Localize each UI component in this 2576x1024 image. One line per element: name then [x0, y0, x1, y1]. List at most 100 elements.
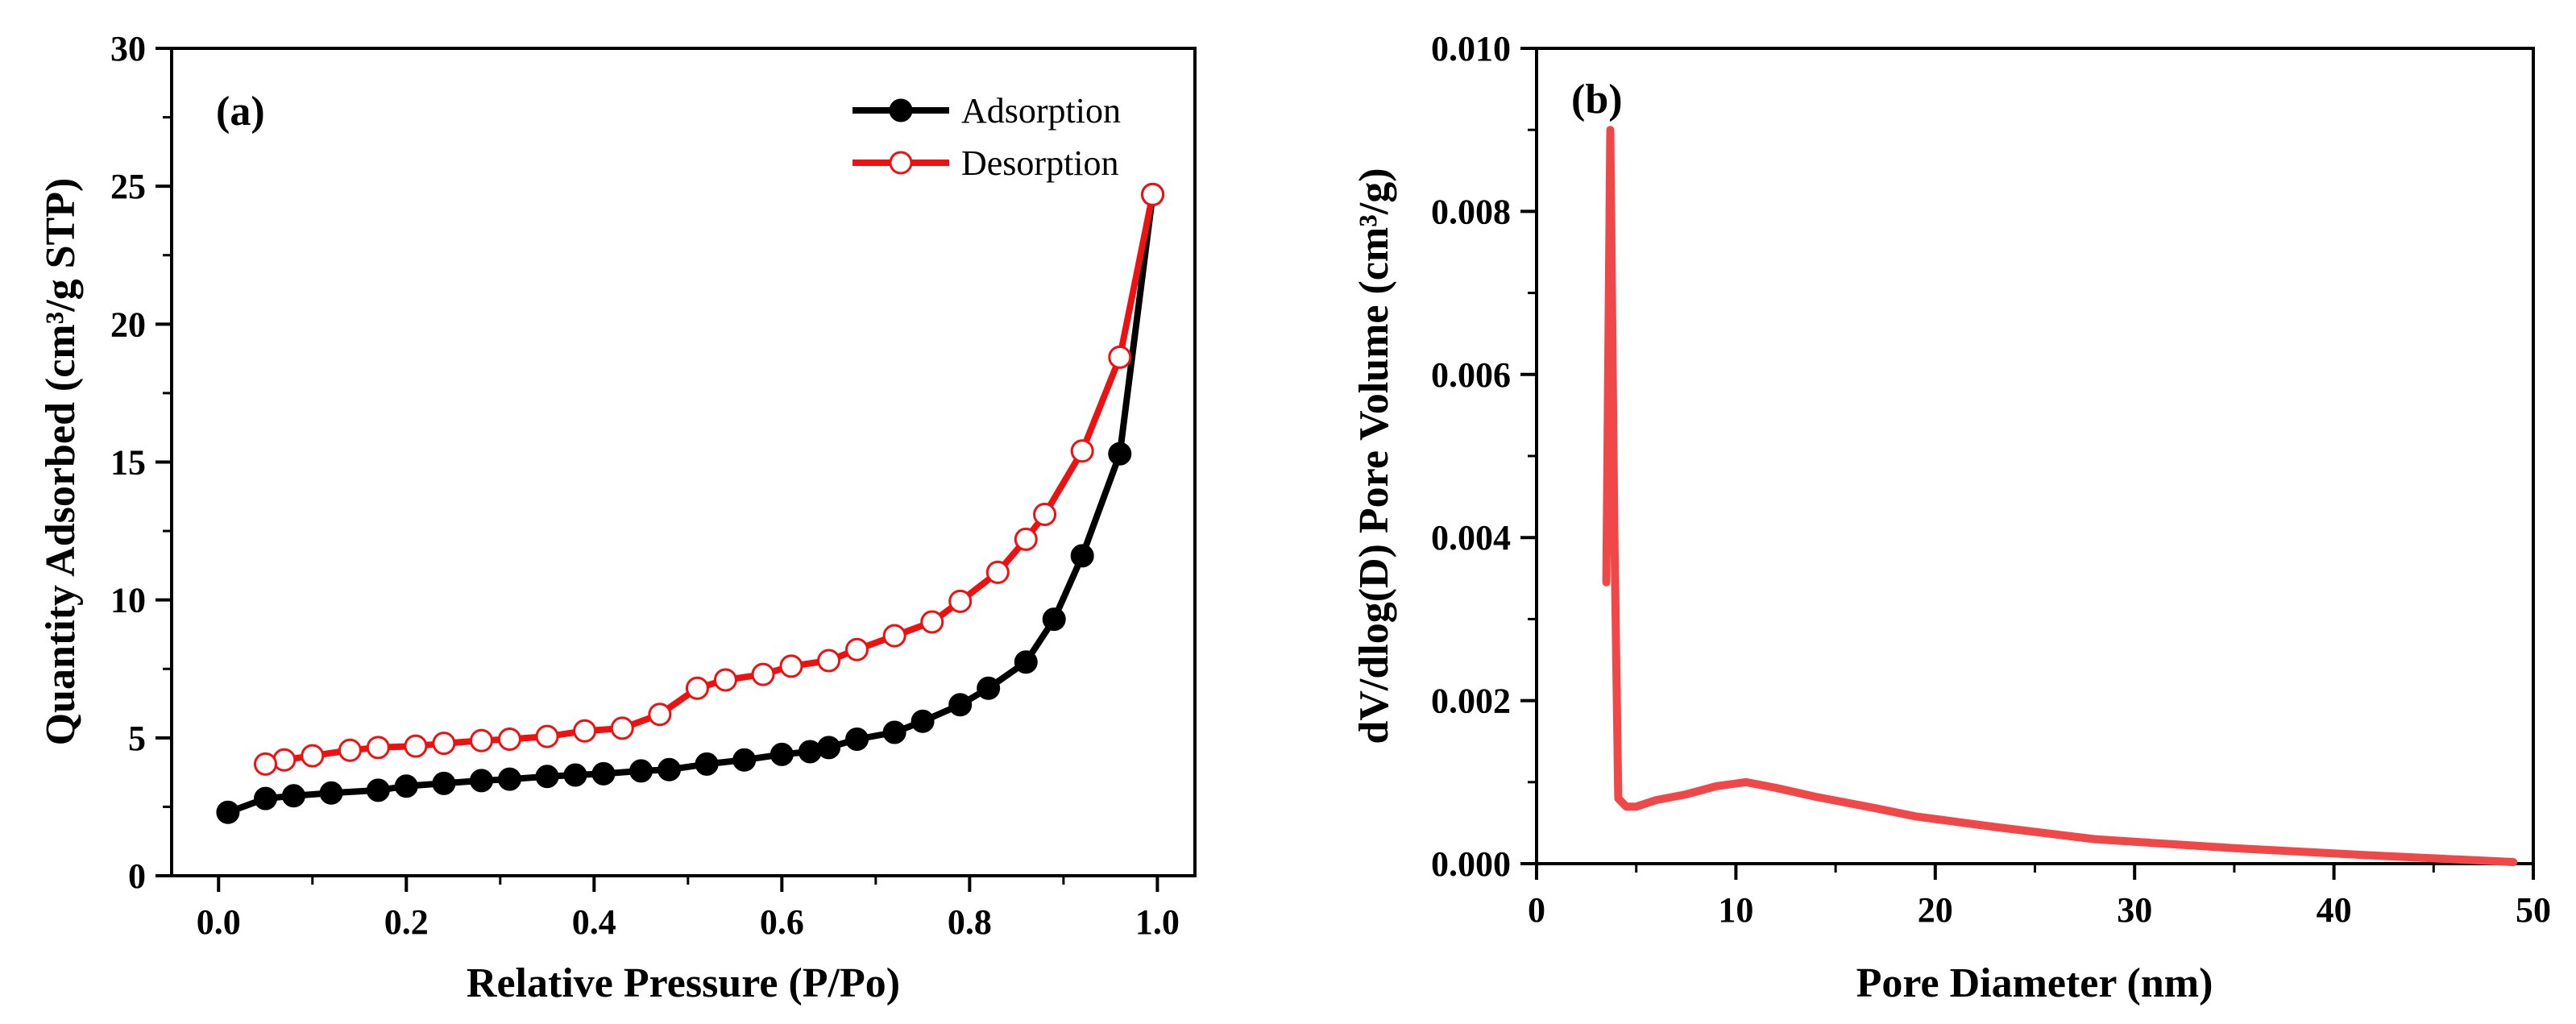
x-tick-label-b: 10 — [1718, 890, 1753, 930]
data-point-adsorption — [366, 778, 390, 802]
y-tick-label-a: 15 — [110, 443, 146, 483]
data-point-desorption — [1070, 439, 1094, 463]
data-point-desorption — [1141, 182, 1165, 206]
data-point-desorption — [404, 734, 428, 758]
data-point-desorption — [779, 654, 803, 678]
x-tick-label-a: 0.0 — [197, 902, 241, 942]
panel-a-adsorption-isotherm: 0.0 0.2 0.4 0.6 0.8 1.0 0 5 10 15 20 25 30 (a) Relat… — [38, 29, 1197, 1006]
y-axis-title-a: Quantity Adsorbed (cm³/g STP) — [38, 178, 84, 746]
y-tick-label-a: 10 — [110, 581, 146, 620]
x-tick-label-b: 30 — [2117, 890, 2152, 930]
x-axis-title-b: Pore Diameter (nm) — [1856, 960, 2213, 1006]
y-tick-label-a: 5 — [128, 719, 146, 758]
panel-label-a: (a) — [216, 89, 265, 135]
x-tick-label-a: 0.2 — [384, 902, 429, 942]
data-point-adsorption — [254, 786, 278, 810]
x-axis-title-a: Relative Pressure (P/Po) — [467, 960, 900, 1006]
axis-ticks-b: 0 10 20 30 40 50 0.000 0.002 0.004 0.006 0.008 0.01… — [1431, 29, 2551, 930]
data-point-adsorption — [1014, 650, 1038, 674]
data-point-adsorption — [281, 784, 305, 808]
data-point-desorption — [751, 662, 775, 686]
x-tick-label-a: 0.6 — [760, 902, 804, 942]
data-point-adsorption — [769, 742, 794, 766]
data-point-desorption — [985, 560, 1010, 584]
y-tick-label-a: 0 — [128, 856, 146, 896]
x-tick-label-a: 1.0 — [1135, 902, 1180, 942]
y-axis-title-b: dV/dlog(D) Pore Volume (cm³/g) — [1351, 168, 1397, 744]
x-tick-label-b: 0 — [1528, 890, 1545, 930]
data-point-desorption — [497, 728, 521, 752]
data-point-desorption — [366, 736, 390, 760]
data-point-adsorption — [497, 767, 521, 791]
data-point-desorption — [882, 624, 906, 648]
data-point-adsorption — [845, 728, 869, 752]
data-series-b — [1602, 126, 2518, 866]
data-point-desorption — [1108, 345, 1132, 369]
data-point-desorption — [648, 703, 672, 727]
data-point-adsorption — [1108, 442, 1132, 466]
data-point-adsorption — [629, 759, 653, 783]
data-point-adsorption — [432, 771, 456, 795]
data-point-desorption — [254, 752, 278, 776]
y-tick-label-a: 30 — [110, 29, 146, 68]
panel-b-pore-size-distribution: 0 10 20 30 40 50 0.000 0.002 0.004 0.006 0.008 0.01… — [1351, 29, 2551, 1006]
x-tick-label-b: 50 — [2516, 890, 2551, 930]
legend-label-desorption: Desorption — [961, 143, 1119, 183]
data-point-desorption — [573, 719, 597, 743]
data-point-desorption — [301, 744, 325, 768]
data-point-adsorption — [977, 676, 1001, 700]
series-line-pore-size-distribution — [1602, 126, 2518, 866]
x-tick-label-a: 0.4 — [572, 902, 616, 942]
data-point-adsorption — [469, 769, 493, 793]
data-point-adsorption — [882, 720, 906, 744]
data-point-adsorption — [948, 693, 973, 717]
data-point-desorption — [432, 732, 456, 756]
data-point-desorption — [948, 589, 973, 613]
data-point-desorption — [272, 748, 297, 772]
data-point-desorption — [817, 649, 841, 673]
data-point-adsorption — [319, 781, 343, 805]
data-point-adsorption — [394, 774, 418, 798]
x-tick-label-b: 20 — [1918, 890, 1953, 930]
y-tick-label-b: 0.004 — [1431, 518, 1511, 558]
legend-symbol-desorption — [852, 151, 949, 175]
y-tick-label-b: 0.006 — [1431, 355, 1511, 395]
plot-frame-b — [1535, 47, 2535, 865]
data-point-adsorption — [1042, 607, 1066, 632]
data-point-desorption — [713, 668, 737, 692]
data-point-desorption — [1033, 503, 1057, 527]
x-tick-label-b: 40 — [2317, 890, 2352, 930]
data-point-adsorption — [216, 800, 240, 824]
y-tick-label-a: 20 — [110, 305, 146, 344]
series-line-desorption — [262, 191, 1156, 768]
data-point-desorption — [610, 716, 634, 740]
data-point-adsorption — [695, 752, 719, 776]
data-point-adsorption — [563, 763, 587, 787]
legend-symbol-adsorption — [852, 98, 949, 122]
panel-label-b: (b) — [1571, 77, 1623, 122]
data-series-a — [216, 182, 1165, 824]
y-tick-label-b: 0.008 — [1431, 192, 1511, 231]
legend-marker-desorption — [889, 151, 913, 175]
data-point-desorption — [685, 676, 709, 700]
data-point-adsorption — [911, 709, 935, 733]
legend-marker-adsorption — [889, 98, 913, 122]
data-point-adsorption — [1070, 544, 1094, 568]
data-point-adsorption — [817, 736, 841, 760]
series-line-adsorption — [224, 191, 1156, 816]
data-point-adsorption — [798, 740, 822, 764]
y-tick-label-b: 0.002 — [1431, 682, 1511, 721]
y-tick-label-b: 0.000 — [1431, 844, 1511, 884]
data-point-desorption — [920, 610, 944, 634]
y-tick-label-b: 0.010 — [1431, 29, 1511, 68]
legend-label-adsorption: Adsorption — [961, 91, 1121, 131]
data-point-desorption — [535, 724, 559, 748]
data-point-desorption — [469, 728, 493, 752]
data-point-adsorption — [591, 761, 616, 786]
data-point-desorption — [845, 637, 869, 661]
axis-ticks-a: 0.0 0.2 0.4 0.6 0.8 1.0 0 5 10 15 20 25 30 — [110, 29, 1180, 942]
x-tick-label-a: 0.8 — [948, 902, 992, 942]
data-point-desorption — [1014, 527, 1038, 551]
data-point-adsorption — [535, 765, 559, 789]
